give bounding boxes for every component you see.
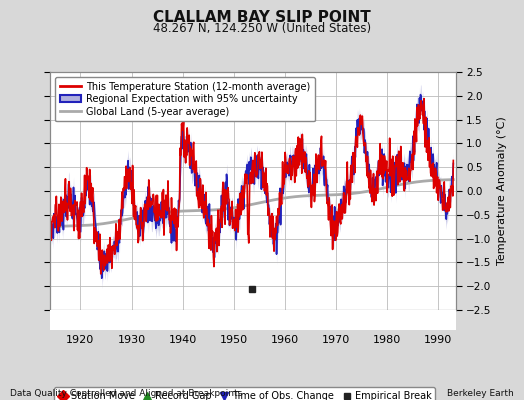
Text: Data Quality Controlled and Aligned at Breakpoints: Data Quality Controlled and Aligned at B… <box>10 389 243 398</box>
Legend: Station Move, Record Gap, Time of Obs. Change, Empirical Break: Station Move, Record Gap, Time of Obs. C… <box>54 387 435 400</box>
Text: 48.267 N, 124.250 W (United States): 48.267 N, 124.250 W (United States) <box>153 22 371 35</box>
Text: Berkeley Earth: Berkeley Earth <box>447 389 514 398</box>
Text: CLALLAM BAY SLIP POINT: CLALLAM BAY SLIP POINT <box>153 10 371 25</box>
Y-axis label: Temperature Anomaly (°C): Temperature Anomaly (°C) <box>497 117 507 265</box>
